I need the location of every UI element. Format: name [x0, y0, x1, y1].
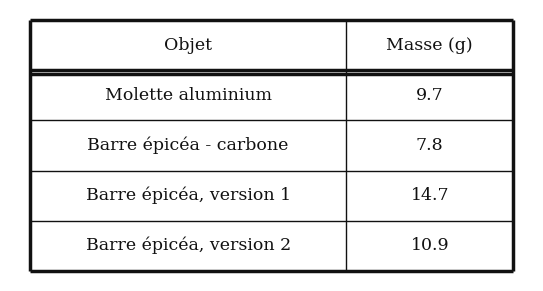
Text: 7.8: 7.8 — [416, 137, 444, 154]
Text: 14.7: 14.7 — [411, 187, 449, 204]
Text: Barre épicéa, version 1: Barre épicéa, version 1 — [86, 187, 291, 204]
Text: Molette aluminium: Molette aluminium — [105, 87, 272, 104]
Text: Masse (g): Masse (g) — [387, 37, 473, 54]
Text: Barre épicéa, version 2: Barre épicéa, version 2 — [85, 237, 291, 254]
Text: Barre épicéa - carbone: Barre épicéa - carbone — [87, 137, 289, 154]
Text: Objet: Objet — [164, 37, 212, 54]
Text: 10.9: 10.9 — [411, 237, 449, 254]
Text: 9.7: 9.7 — [416, 87, 444, 104]
